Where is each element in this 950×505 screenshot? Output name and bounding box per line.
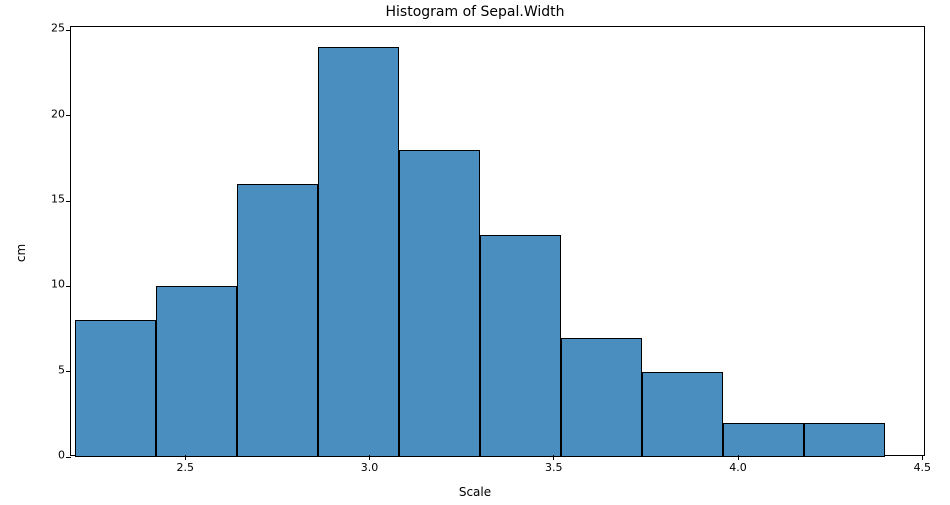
histogram-bar (642, 372, 723, 457)
y-tick-label: 0 (58, 449, 71, 462)
y-tick-label: 15 (51, 193, 71, 206)
histogram-bar (561, 338, 642, 457)
x-axis-label: Scale (0, 485, 950, 499)
histogram-bar (723, 423, 804, 457)
y-tick-label: 20 (51, 107, 71, 120)
y-tick-label: 5 (58, 363, 71, 376)
histogram-bar (75, 320, 156, 457)
x-tick-label: 2.5 (176, 455, 194, 474)
histogram-bar (237, 184, 318, 457)
x-tick-label: 3.0 (361, 455, 379, 474)
y-tick-label: 25 (51, 22, 71, 35)
histogram-bar (480, 235, 561, 457)
histogram-chart: Histogram of Sepal.Width cm Scale 051015… (0, 0, 950, 505)
x-tick-label: 4.5 (914, 455, 932, 474)
y-axis-label: cm (14, 243, 28, 261)
x-tick-label: 3.5 (545, 455, 563, 474)
y-tick-label: 10 (51, 278, 71, 291)
histogram-bar (318, 47, 399, 457)
histogram-bar (804, 423, 885, 457)
histogram-bar (156, 286, 237, 457)
chart-title: Histogram of Sepal.Width (0, 4, 950, 20)
x-tick-label: 4.0 (729, 455, 747, 474)
histogram-bar (399, 150, 480, 457)
plot-area: 05101520252.53.03.54.04.5 (70, 26, 925, 456)
